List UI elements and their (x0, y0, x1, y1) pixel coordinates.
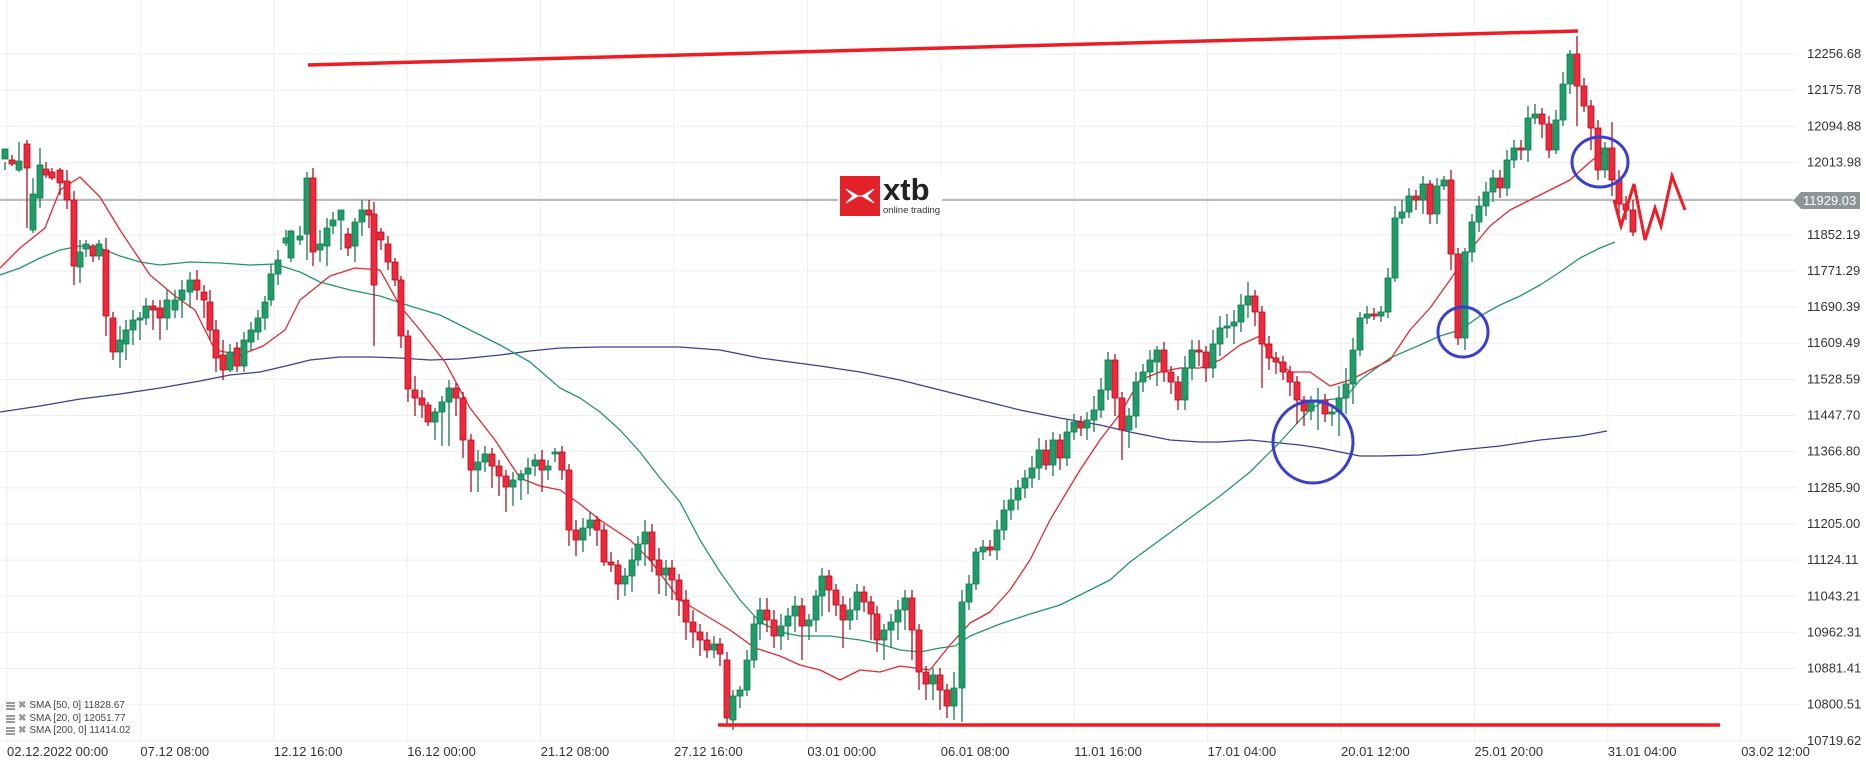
y-tick-label: 12256.68 (1807, 46, 1861, 61)
highlight-circle (1271, 399, 1355, 485)
projection-zigzag (1612, 170, 1687, 241)
x-tick-label: 02.12.2022 00:00 (7, 744, 108, 759)
logo-brand: xtb (883, 171, 930, 207)
resistance-trendline (307, 29, 1579, 67)
x-tick-label: 03.01 00:00 (807, 744, 876, 759)
close-icon[interactable]: ✖ (18, 725, 27, 736)
legend-label: SMA [20, 0] 12051.77 (29, 712, 126, 724)
current-price-label: 11929.03 (1793, 192, 1861, 209)
legend-item-sma200[interactable]: ✖ SMA [200, 0] 11414.02 (6, 725, 130, 738)
close-icon[interactable]: ✖ (18, 700, 27, 711)
y-tick-label: 12094.88 (1807, 118, 1861, 133)
candlestick-series (1, 36, 1637, 730)
highlight-circle (1570, 135, 1630, 189)
y-tick-label: 11366.80 (1807, 444, 1860, 459)
x-tick-label: 16.12 00:00 (407, 744, 476, 759)
menu-icon[interactable] (6, 714, 15, 723)
x-tick-label: 17.01 04:00 (1208, 744, 1277, 759)
y-tick-label: 10800.51 (1807, 697, 1861, 712)
sma-200-line (0, 346, 1608, 457)
x-tick-label: 27.12 16:00 (674, 744, 743, 759)
indicator-legend: ✖ SMA [50, 0] 11828.67 ✖ SMA [20, 0] 120… (6, 700, 130, 738)
y-tick-label: 11609.49 (1807, 335, 1860, 350)
x-tick-label: 12.12 16:00 (274, 744, 343, 759)
y-tick-label: 10881.41 (1807, 661, 1861, 676)
x-tick-label: 03.02 12:00 (1741, 744, 1810, 759)
y-tick-label: 10962.31 (1807, 624, 1861, 639)
x-tick-label: 06.01 08:00 (941, 744, 1010, 759)
x-tick-label: 11.01 16:00 (1074, 744, 1142, 759)
x-tick-label: 20.01 12:00 (1341, 744, 1410, 759)
y-tick-label: 12013.98 (1807, 154, 1861, 169)
legend-item-sma20[interactable]: ✖ SMA [20, 0] 12051.77 (6, 713, 130, 726)
y-tick-label: 11285.90 (1807, 480, 1860, 495)
y-tick-label: 11690.39 (1807, 299, 1860, 314)
xtb-logo-mark-icon (840, 176, 880, 216)
menu-icon[interactable] (6, 727, 15, 736)
sma-20-line (0, 147, 1616, 681)
y-tick-label: 11447.70 (1807, 408, 1860, 423)
y-tick-label: 12175.78 (1807, 82, 1861, 97)
y-tick-label: 11124.11 (1807, 552, 1858, 567)
x-tick-label: 21.12 08:00 (541, 744, 610, 759)
x-tick-label: 07.12 08:00 (140, 744, 209, 759)
y-tick-label: 11528.59 (1807, 371, 1860, 386)
drawing-annotations[interactable] (307, 29, 1720, 727)
y-tick-label: 11771.29 (1807, 263, 1860, 278)
close-icon[interactable]: ✖ (18, 712, 27, 724)
y-tick-label: 10719.62 (1807, 733, 1861, 748)
y-tick-label: 11043.21 (1807, 588, 1860, 603)
legend-item-sma50[interactable]: ✖ SMA [50, 0] 11828.67 (6, 700, 130, 713)
y-tick-label: 11205.00 (1807, 516, 1860, 531)
x-tick-label: 25.01 20:00 (1474, 744, 1543, 759)
logo-tagline: online trading (883, 204, 941, 216)
xtb-logo: xtb online trading (838, 171, 943, 216)
legend-label: SMA [200, 0] 11414.02 (29, 725, 131, 736)
x-tick-label: 31.01 04:00 (1608, 744, 1677, 759)
x-axis: 02.12.2022 00:00 07.12 08:00 12.12 16:00 16… (7, 744, 1810, 759)
y-tick-label: 11852.19 (1807, 227, 1860, 242)
menu-icon[interactable] (6, 702, 15, 711)
highlight-circle (1436, 305, 1490, 359)
y-axis: 12256.6812175.7812094.8812013.9811929.03… (1807, 46, 1861, 748)
legend-label: SMA [50, 0] 11828.67 (29, 700, 125, 711)
sma-50-line (0, 241, 1616, 653)
